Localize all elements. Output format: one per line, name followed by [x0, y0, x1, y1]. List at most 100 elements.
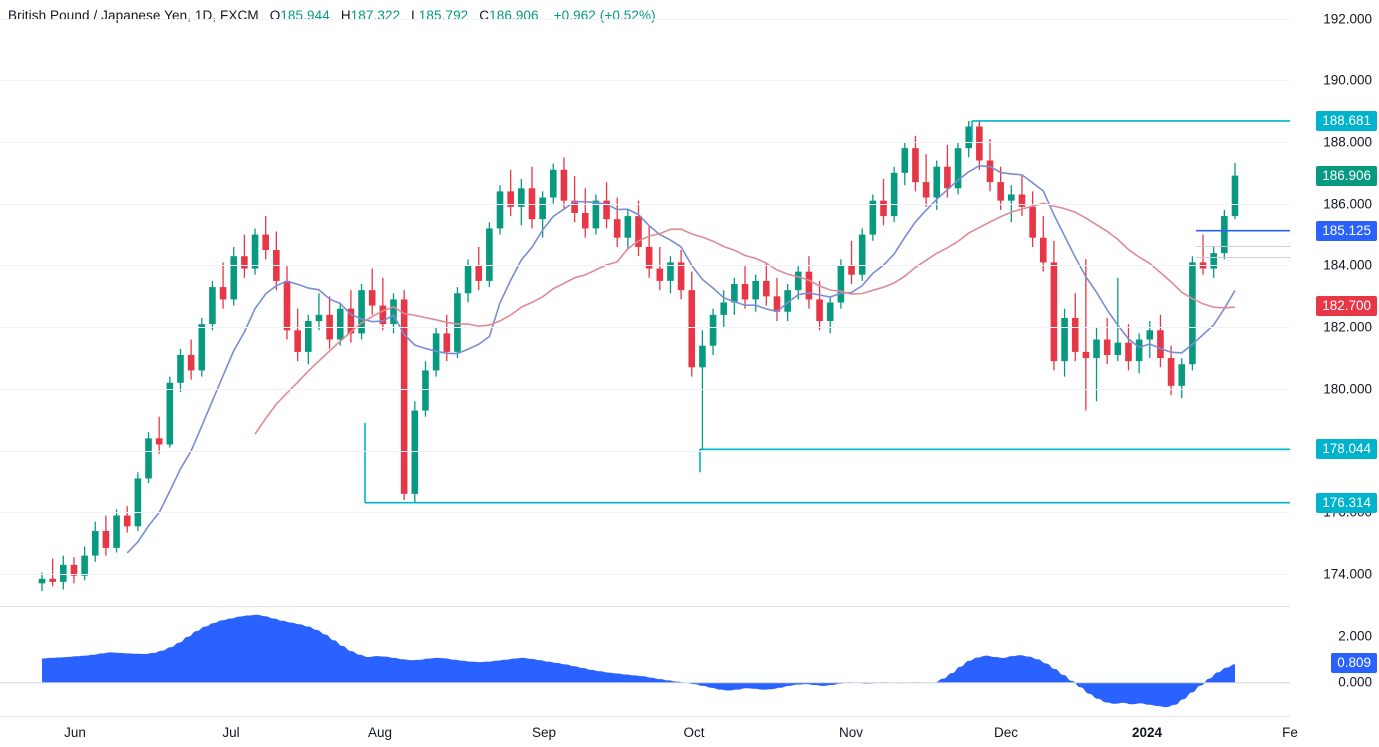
price-pane[interactable] — [0, 0, 1290, 605]
candle-body — [1061, 317, 1068, 362]
candle-body — [358, 290, 365, 334]
candle-body — [1103, 339, 1111, 355]
candle-body — [571, 200, 578, 213]
candle-body — [1210, 253, 1217, 269]
candle-body — [496, 191, 504, 229]
candle-body — [368, 290, 376, 306]
candle-body — [880, 200, 887, 217]
price-badge-red[interactable]: 182.700 — [1316, 295, 1377, 316]
candle-body — [347, 308, 355, 334]
oscillator-tick-label: 2.000 — [1338, 628, 1372, 644]
candle-body — [475, 265, 483, 281]
ma-slow-line — [254, 202, 1236, 435]
candle-body — [304, 321, 312, 352]
time-label: Oct — [683, 725, 705, 740]
time-label: Jul — [222, 725, 240, 740]
candle-body — [709, 314, 717, 346]
candle-body — [209, 287, 216, 325]
candle-body — [805, 271, 813, 300]
candle-body — [720, 302, 728, 315]
oscillator-canvas — [0, 614, 1290, 708]
candle-body — [187, 354, 195, 371]
price-axis[interactable]: 192.000 190.000 188.000 186.000 184.000 182.0… — [1290, 0, 1379, 746]
candle-body — [60, 564, 67, 582]
candle-body — [81, 555, 88, 576]
candle-body — [635, 216, 642, 247]
price-badge-blue[interactable]: 185.125 — [1316, 220, 1377, 241]
candle-body — [230, 256, 238, 300]
candle-body — [784, 290, 791, 312]
candle-body — [549, 169, 557, 198]
time-label: Jun — [64, 725, 86, 740]
candle-body — [1008, 194, 1015, 201]
price-badge-cyan[interactable]: 188.681 — [1316, 110, 1377, 131]
ma-fast-line — [126, 164, 1236, 554]
price-badge-cyan[interactable]: 178.044 — [1316, 439, 1377, 460]
candle-body — [1189, 262, 1196, 365]
candle-body — [113, 515, 120, 548]
candle-body — [1146, 330, 1154, 340]
price-tick-label: 188.000 — [1323, 134, 1372, 150]
price-badge-green[interactable]: 186.906 — [1316, 165, 1377, 186]
time-label: Sep — [531, 725, 557, 740]
oscillator-pane[interactable] — [0, 606, 1290, 716]
price-tick-label: 180.000 — [1323, 381, 1372, 397]
price-tick-label: 182.000 — [1323, 319, 1372, 335]
gridline — [0, 80, 1290, 82]
consolidation-band-line[interactable] — [1196, 246, 1290, 248]
price-tick-label: 190.000 — [1323, 72, 1372, 88]
candle-body — [869, 200, 877, 235]
candle-body — [613, 219, 621, 238]
price-tick-label: 186.000 — [1323, 196, 1372, 212]
price-badge-cyan[interactable]: 176.314 — [1316, 492, 1377, 513]
candle-body — [1178, 364, 1186, 386]
candle-body — [251, 234, 259, 269]
gridline — [0, 388, 1290, 390]
oscillator-badge[interactable]: 0.809 — [1331, 653, 1377, 674]
candle-body — [1221, 216, 1228, 254]
time-label: Aug — [367, 725, 393, 740]
candle-body — [1018, 194, 1026, 207]
candle-body — [667, 262, 674, 281]
candlestick-canvas — [38, 120, 1290, 592]
candle-body — [1071, 317, 1079, 352]
price-tick-label: 174.000 — [1323, 566, 1372, 582]
candle-body — [336, 308, 344, 340]
gridline — [0, 574, 1290, 576]
candle-body — [1135, 339, 1143, 362]
time-label: Nov — [838, 725, 864, 740]
candle-body — [198, 324, 206, 371]
candle-body — [976, 126, 983, 161]
oscillator-tick-label: 0.000 — [1338, 674, 1372, 690]
candle-body — [134, 478, 142, 527]
candle-body — [656, 268, 664, 281]
candle-body — [294, 330, 301, 352]
candle-body — [1093, 339, 1100, 359]
candle-body — [1082, 351, 1090, 359]
candle-body — [166, 382, 174, 445]
candle-body — [1050, 262, 1058, 362]
candle-body — [752, 280, 759, 300]
gridline — [0, 203, 1290, 205]
candle-body — [390, 299, 397, 325]
candle-body — [699, 345, 706, 368]
candle-body — [731, 283, 738, 303]
candle-body — [91, 530, 99, 556]
candle-body — [773, 296, 781, 312]
candle-body — [933, 166, 941, 198]
consolidation-band-line[interactable] — [1196, 256, 1290, 258]
time-axis[interactable]: Jun Jul Aug Sep Oct Nov Dec 2024 Fe — [0, 716, 1298, 747]
price-tick-label: 192.000 — [1323, 11, 1372, 27]
price-tick-label: 184.000 — [1323, 257, 1372, 273]
candle-body — [219, 287, 227, 300]
candle-body — [411, 410, 419, 494]
candle-body — [890, 172, 898, 217]
candle-body — [70, 564, 78, 576]
candle-body — [518, 188, 525, 207]
candle-body — [241, 256, 248, 269]
gridline — [0, 327, 1290, 329]
candle-body — [443, 333, 451, 352]
candle-body — [155, 438, 163, 445]
candle-body — [315, 314, 323, 322]
candle-body — [901, 148, 909, 173]
